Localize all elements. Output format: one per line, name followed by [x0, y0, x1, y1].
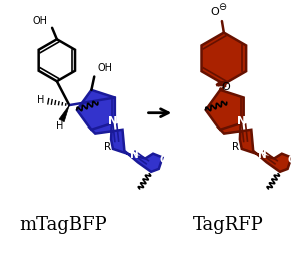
Text: OH: OH — [32, 16, 47, 26]
Text: ⊖: ⊖ — [218, 2, 226, 12]
Text: H: H — [56, 121, 63, 131]
Polygon shape — [89, 120, 163, 172]
Polygon shape — [218, 120, 291, 172]
Polygon shape — [59, 105, 69, 122]
Text: TagRFP: TagRFP — [193, 216, 264, 234]
Text: R: R — [104, 142, 111, 152]
Text: OH: OH — [97, 63, 112, 73]
Text: O: O — [288, 155, 297, 165]
Polygon shape — [77, 90, 115, 130]
Polygon shape — [216, 82, 228, 85]
Text: mTagBFP: mTagBFP — [20, 216, 107, 234]
Text: N: N — [130, 150, 138, 160]
Text: H: H — [37, 95, 44, 105]
Text: O: O — [210, 7, 219, 17]
Text: N: N — [237, 116, 246, 126]
Text: N: N — [258, 150, 267, 160]
Text: O: O — [159, 155, 168, 165]
Polygon shape — [202, 32, 246, 84]
Text: O: O — [221, 81, 230, 91]
Text: R: R — [232, 142, 240, 152]
Polygon shape — [39, 39, 75, 81]
Polygon shape — [206, 90, 244, 130]
Text: N: N — [108, 116, 118, 126]
